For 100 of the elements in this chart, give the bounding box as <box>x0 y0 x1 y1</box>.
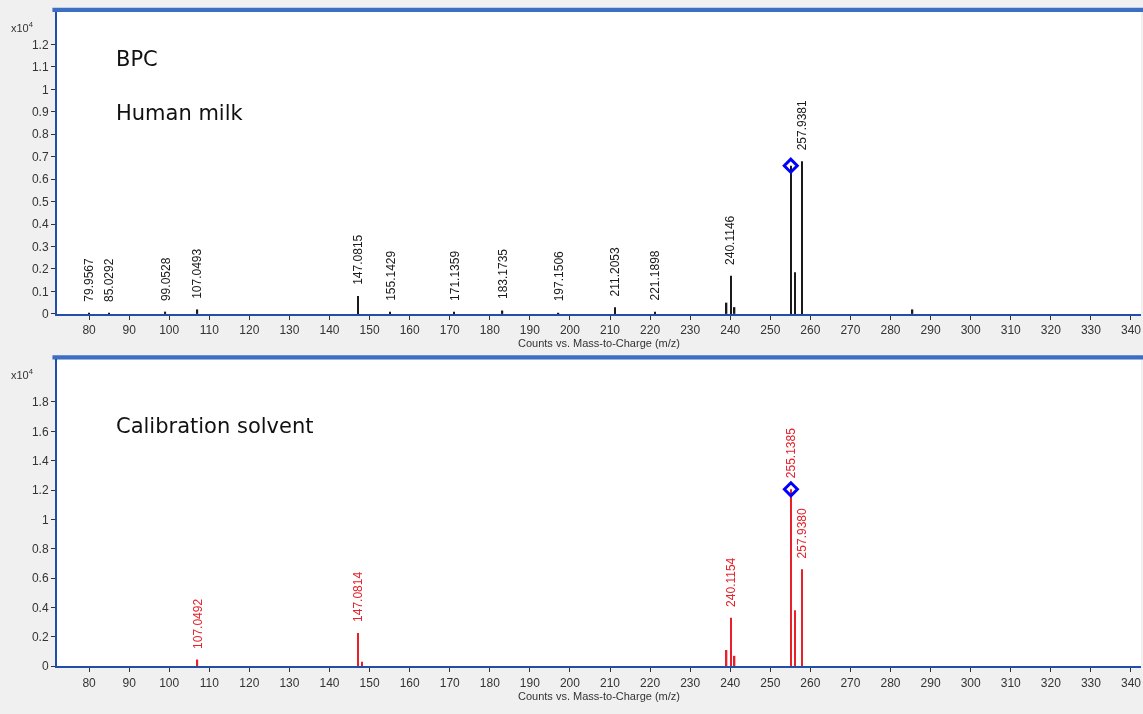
x-tick-label: 320 <box>1040 675 1062 690</box>
x-tick-label: 230 <box>680 323 701 338</box>
x-tick-label: 140 <box>319 323 340 338</box>
x-tick-label: 300 <box>960 675 982 690</box>
y-tick-label: 0.3 <box>31 239 49 254</box>
annotation: 183.1735 <box>496 248 510 300</box>
x-tick-label: 190 <box>519 675 541 690</box>
x-tick-label: 220 <box>640 323 661 338</box>
annotation: 99.0528 <box>158 257 173 302</box>
x-tick-label: 250 <box>760 675 781 690</box>
annotation: 197.1506 <box>551 250 566 302</box>
y-tick-label: 1.2 <box>31 37 49 52</box>
annotation: 221.1898 <box>648 250 663 301</box>
annotation: 79.9567 <box>82 257 97 302</box>
annotation: 211.2053 <box>608 247 623 297</box>
bar <box>801 161 803 314</box>
y-tick-label: 0.4 <box>31 217 49 232</box>
bar <box>790 489 792 667</box>
annotation: 240.1146 <box>723 215 738 265</box>
x-tick-label: 180 <box>479 323 501 338</box>
y-tick-label: 0.9 <box>31 105 49 119</box>
x-tick-label: 340 <box>1120 675 1142 690</box>
annotation: 257.9381 <box>794 99 809 151</box>
x-tick-label: 80 <box>82 675 97 690</box>
x-tick-label: 190 <box>519 323 541 338</box>
bar <box>911 309 914 314</box>
x-tick-label: 210 <box>600 675 621 690</box>
annotation: 240.1154 <box>723 557 738 607</box>
y-tick-label: 0.1 <box>31 284 49 299</box>
x-tick-label: 90 <box>122 675 137 690</box>
x-tick-label: 270 <box>840 675 861 690</box>
y-tick-label: 0.5 <box>31 194 49 209</box>
y-tick-label: 0 <box>41 307 49 322</box>
x-tick-label: 310 <box>1000 323 1022 338</box>
bar <box>730 275 732 314</box>
bar <box>357 633 359 667</box>
x-tick-label: 330 <box>1080 323 1102 338</box>
x-tick-label: 160 <box>399 323 420 338</box>
x-tick-label: 260 <box>800 323 821 338</box>
y-tick-label: 0.6 <box>31 172 49 187</box>
x-tick-label: 130 <box>279 323 300 338</box>
x-tick-label: 220 <box>640 675 661 690</box>
annotation: 85.0292 <box>102 258 117 302</box>
x-tick-label: 200 <box>559 675 581 690</box>
y-tick-label: 1 <box>41 512 49 527</box>
x-tick-label: 150 <box>359 323 380 338</box>
y-tick-label: 0 <box>41 659 49 674</box>
y-tick-label: 0.7 <box>31 149 49 164</box>
y-axis-title: x10$^{4}$ <box>11 20 34 34</box>
x-tick-label: 290 <box>920 675 941 690</box>
annotation: 107.0492 <box>190 598 205 649</box>
bar <box>794 272 796 314</box>
x-tick-label: 140 <box>319 675 340 690</box>
x-tick-label: 120 <box>239 675 260 690</box>
annotation: Human milk <box>116 101 244 125</box>
y-tick-label: 1.4 <box>31 453 49 468</box>
bar <box>730 617 732 667</box>
x-tick-label: 160 <box>399 675 420 690</box>
x-axis-title: Counts vs. Mass-to-Charge (m/z) <box>518 337 680 350</box>
y-tick-label: 0.2 <box>31 629 49 644</box>
x-tick-label: 340 <box>1120 323 1142 338</box>
x-tick-label: 250 <box>760 323 781 338</box>
annotation: Calibration solvent <box>116 414 314 438</box>
x-tick-label: 270 <box>840 323 861 338</box>
x-tick-label: 260 <box>800 675 821 690</box>
x-tick-label: 320 <box>1040 323 1062 338</box>
x-tick-label: 120 <box>239 323 260 338</box>
x-tick-label: 110 <box>199 675 220 690</box>
bar <box>801 569 803 667</box>
y-tick-label: 0.4 <box>31 600 49 615</box>
y-tick-label: 1.1 <box>31 60 49 75</box>
x-tick-label: 230 <box>680 675 701 690</box>
y-tick-label: 0.2 <box>31 262 49 277</box>
y-tick-label: 0.6 <box>31 571 49 586</box>
x-tick-label: 170 <box>439 675 461 690</box>
x-tick-label: 100 <box>159 675 180 690</box>
x-tick-label: 170 <box>439 323 461 338</box>
x-tick-label: 240 <box>720 675 741 690</box>
bar <box>794 610 796 667</box>
bar <box>790 165 792 314</box>
annotation: 255.1385 <box>783 427 798 479</box>
x-tick-label: 310 <box>1000 675 1022 690</box>
y-tick-label: 1.8 <box>31 395 49 410</box>
x-tick-label: 280 <box>880 323 901 338</box>
annotation: 257.9380 <box>794 508 809 559</box>
x-tick-label: 330 <box>1080 675 1102 690</box>
annotation: 171.1359 <box>447 250 462 301</box>
x-tick-label: 110 <box>199 323 220 338</box>
x-tick-label: 90 <box>122 323 137 338</box>
bar <box>196 309 199 314</box>
x-tick-label: 280 <box>880 675 901 690</box>
annotation: 107.0493 <box>190 248 205 299</box>
x-tick-label: 80 <box>82 323 97 338</box>
x-tick-label: 200 <box>559 323 581 338</box>
x-tick-label: 150 <box>359 675 380 690</box>
annotation: 147.0815 <box>350 234 365 285</box>
bar <box>614 307 616 314</box>
x-tick-label: 300 <box>960 323 982 338</box>
x-axis-title: Counts vs. Mass-to-Charge (m/z) <box>518 689 680 702</box>
annotation: BPC <box>116 47 158 71</box>
